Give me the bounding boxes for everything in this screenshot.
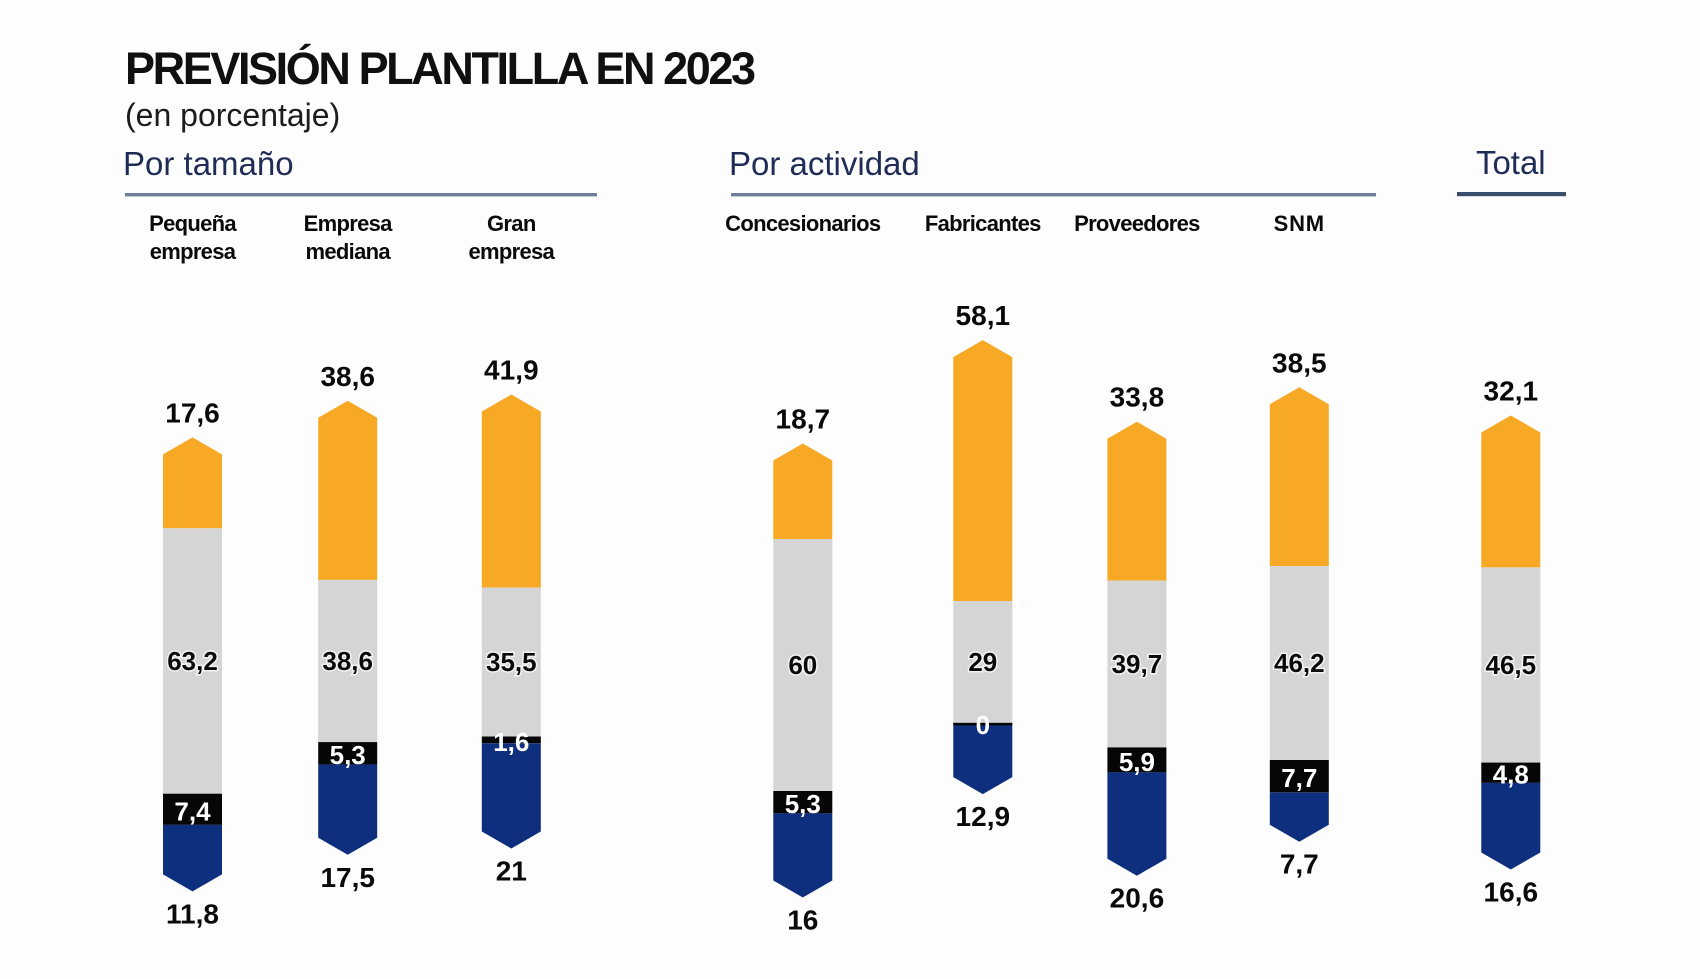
svg-text:Pequeña: Pequeña xyxy=(149,211,237,236)
svg-text:60: 60 xyxy=(788,650,817,680)
svg-text:58,1: 58,1 xyxy=(956,300,1011,331)
svg-text:SNM: SNM xyxy=(1274,211,1325,236)
svg-text:Gran: Gran xyxy=(487,211,536,236)
svg-text:35,5: 35,5 xyxy=(486,647,537,677)
svg-text:0: 0 xyxy=(976,710,990,740)
svg-text:12,9: 12,9 xyxy=(956,801,1011,832)
svg-text:Fabricantes: Fabricantes xyxy=(925,211,1041,236)
svg-text:empresa: empresa xyxy=(150,239,237,264)
svg-text:mediana: mediana xyxy=(306,239,392,264)
svg-text:PREVISIÓN PLANTILLA EN 2023: PREVISIÓN PLANTILLA EN 2023 xyxy=(125,43,755,94)
svg-text:empresa: empresa xyxy=(468,239,555,264)
svg-text:46,5: 46,5 xyxy=(1485,650,1536,680)
svg-text:32,1: 32,1 xyxy=(1484,376,1539,407)
svg-text:(en porcentaje): (en porcentaje) xyxy=(125,97,340,133)
svg-text:16,6: 16,6 xyxy=(1484,877,1539,908)
svg-text:5,9: 5,9 xyxy=(1119,747,1155,777)
svg-text:63,2: 63,2 xyxy=(167,646,218,676)
svg-text:29: 29 xyxy=(968,647,997,677)
svg-text:4,8: 4,8 xyxy=(1493,760,1529,790)
svg-text:1,6: 1,6 xyxy=(493,727,529,757)
svg-text:39,7: 39,7 xyxy=(1112,649,1163,679)
svg-text:7,4: 7,4 xyxy=(174,796,211,826)
svg-text:Empresa: Empresa xyxy=(304,211,394,236)
svg-text:18,7: 18,7 xyxy=(776,404,831,435)
svg-text:5,3: 5,3 xyxy=(785,789,821,819)
svg-text:20,6: 20,6 xyxy=(1110,883,1165,914)
svg-text:Por tamaño: Por tamaño xyxy=(123,145,294,182)
svg-text:41,9: 41,9 xyxy=(484,355,539,386)
svg-text:7,7: 7,7 xyxy=(1281,763,1317,793)
svg-text:17,5: 17,5 xyxy=(320,862,375,893)
svg-text:7,7: 7,7 xyxy=(1280,849,1319,880)
svg-text:Por actividad: Por actividad xyxy=(729,145,920,182)
svg-text:21: 21 xyxy=(496,856,527,887)
svg-text:5,3: 5,3 xyxy=(330,740,366,770)
svg-text:38,5: 38,5 xyxy=(1272,347,1327,378)
svg-text:46,2: 46,2 xyxy=(1274,648,1325,678)
svg-text:16: 16 xyxy=(787,905,818,936)
svg-text:38,6: 38,6 xyxy=(322,646,373,676)
svg-text:Total: Total xyxy=(1476,144,1546,181)
svg-text:Proveedores: Proveedores xyxy=(1074,211,1200,236)
svg-text:Concesionarios: Concesionarios xyxy=(725,211,881,236)
svg-text:17,6: 17,6 xyxy=(165,397,220,428)
svg-text:11,8: 11,8 xyxy=(166,898,219,929)
svg-text:38,6: 38,6 xyxy=(320,361,375,392)
svg-text:33,8: 33,8 xyxy=(1110,382,1165,413)
